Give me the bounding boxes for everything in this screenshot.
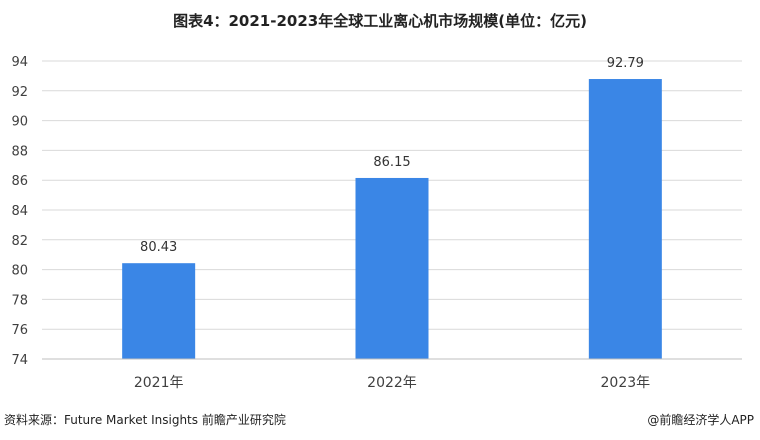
credit-note: @前瞻经济学人APP: [647, 413, 754, 427]
y-tick-label: 90: [11, 115, 28, 130]
bar: [355, 177, 429, 359]
y-axis-ticks: 74 76 78 80 82 84 86 88 90 92 94: [11, 55, 28, 368]
bar: [588, 79, 662, 360]
y-tick-label: 76: [11, 323, 28, 338]
x-tick-label: 2022年: [367, 375, 417, 391]
y-tick-label: 74: [11, 353, 28, 368]
y-tick-label: 82: [11, 234, 28, 249]
data-label: 86.15: [373, 155, 410, 170]
y-tick-label: 78: [11, 293, 28, 308]
y-tick-label: 84: [11, 204, 28, 219]
x-tick-label: 2023年: [601, 375, 651, 391]
source-note: 资料来源：Future Market Insights 前瞻产业研究院: [4, 413, 286, 427]
x-tick-label: 2021年: [134, 375, 184, 391]
y-tick-label: 94: [11, 55, 28, 70]
y-tick-label: 86: [11, 174, 28, 189]
data-label: 92.79: [607, 56, 644, 71]
x-axis: 2021年 2022年 2023年: [42, 358, 742, 391]
y-tick-label: 88: [11, 144, 28, 159]
value-labels: 80.43 86.15 92.79: [140, 56, 644, 255]
bars: [122, 79, 662, 360]
y-tick-label: 80: [11, 264, 28, 279]
y-tick-label: 92: [11, 85, 28, 100]
data-label: 80.43: [140, 240, 177, 255]
chart-title: 图表4：2021-2023年全球工业离心机市场规模(单位：亿元): [173, 12, 587, 30]
bar: [122, 263, 196, 359]
